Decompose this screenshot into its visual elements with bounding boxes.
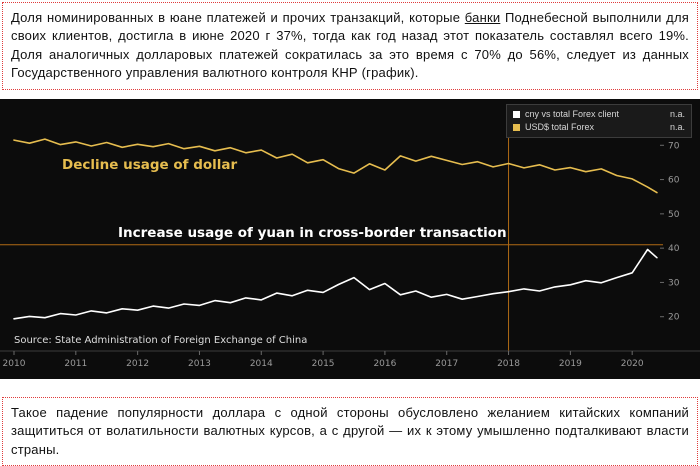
banki-link[interactable]: банки (464, 10, 501, 25)
intro-paragraph: Доля номинированных в юане платежей и пр… (2, 2, 698, 90)
svg-text:2016: 2016 (373, 359, 396, 369)
svg-text:2015: 2015 (312, 359, 335, 369)
usd-series-value: n.a. (669, 121, 685, 132)
svg-text:50: 50 (668, 210, 680, 220)
svg-text:20: 20 (668, 313, 680, 323)
svg-text:2017: 2017 (435, 359, 458, 369)
chart-canvas: 2010 2011 2012 2013 2014 2015 2016 2017 2018 2019… (0, 98, 700, 379)
decline-dollar-annotation: Decline usage of dollar (62, 156, 238, 173)
svg-text:2020: 2020 (621, 359, 644, 369)
forex-share-chart: 2010 2011 2012 2013 2014 2015 2016 2017 2018 2019… (0, 98, 700, 379)
legend-item-usd: USD$ total Forex n.a. (513, 121, 685, 134)
cny-series-value: n.a. (669, 108, 685, 119)
svg-text:2013: 2013 (188, 359, 211, 369)
svg-text:2018: 2018 (497, 359, 520, 369)
intro-text-part1: Доля номинированных в юане платежей и пр… (11, 10, 465, 25)
intro-text-part2: Поднебесной выполнили для своих клиентов… (11, 10, 689, 81)
svg-text:2012: 2012 (126, 359, 149, 369)
increase-yuan-annotation: Increase usage of yuan in cross-border t… (118, 224, 507, 241)
cny-series-swatch (513, 110, 520, 118)
svg-text:2019: 2019 (559, 359, 582, 369)
svg-text:2014: 2014 (250, 359, 273, 369)
legend-item-cny: cny vs total Forex client n.a. (513, 108, 685, 121)
usd-series-swatch (513, 123, 520, 131)
svg-text:40: 40 (668, 244, 680, 254)
usd-series-label: USD$ total Forex (525, 121, 595, 132)
closing-text: Такое падение популярности доллара с одн… (11, 404, 689, 457)
svg-text:2010: 2010 (3, 359, 26, 369)
svg-text:2011: 2011 (64, 359, 87, 369)
cny-series-label: cny vs total Forex client (525, 108, 620, 119)
svg-text:30: 30 (668, 278, 680, 288)
svg-text:60: 60 (668, 175, 680, 185)
chart-legend: cny vs total Forex client n.a. USD$ tota… (506, 103, 692, 138)
chart-source-note: Source: State Administration of Foreign … (14, 334, 308, 346)
svg-text:70: 70 (668, 141, 680, 151)
closing-paragraph: Такое падение популярности доллара с одн… (2, 396, 698, 466)
